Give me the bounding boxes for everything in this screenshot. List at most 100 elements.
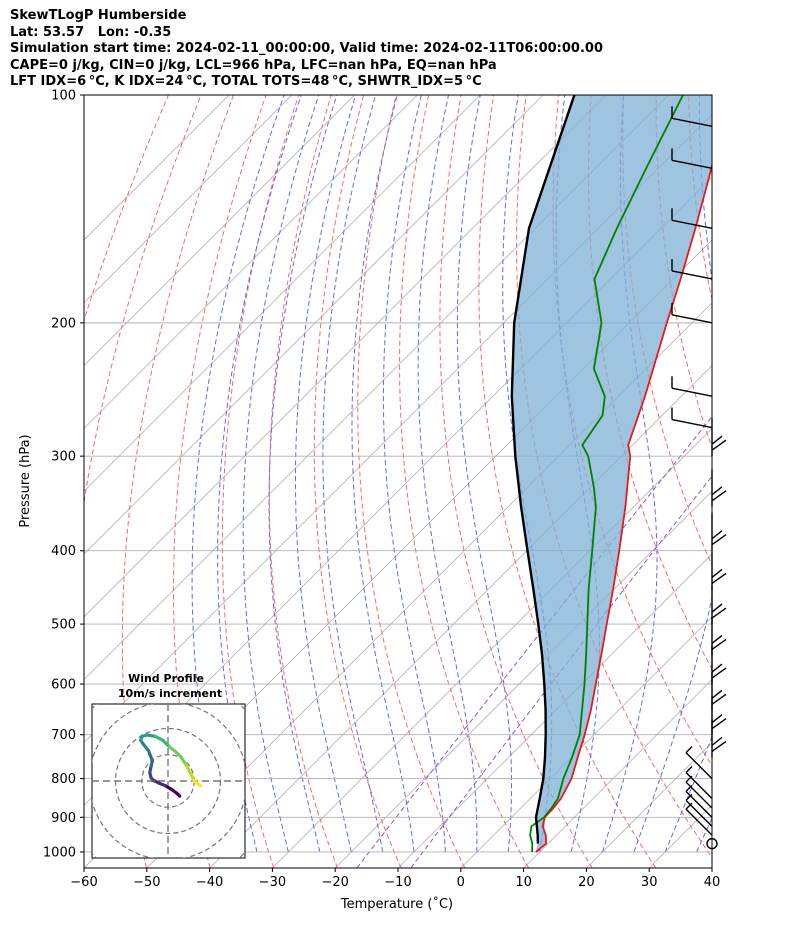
x-tick-label: −50 — [133, 875, 160, 890]
chart-header: SkewTLogP Humberside Lat: 53.57 Lon: -0.… — [10, 8, 780, 91]
isotherm-line — [84, 95, 607, 618]
y-axis-ticks: 100 200 300 400 500 600 700 800 900 1000 — [43, 89, 84, 860]
y-tick-label: 900 — [51, 811, 76, 826]
moist-adiabat-line — [351, 95, 415, 853]
wind-barb — [711, 468, 727, 507]
isotherm-line — [84, 95, 544, 555]
x-tick-label: −10 — [384, 875, 411, 890]
y-tick-label: 600 — [51, 678, 76, 693]
wind-barb — [711, 719, 727, 758]
isotherm-line — [84, 95, 293, 304]
moist-adiabat-line — [268, 95, 338, 853]
moist-adiabat-line — [456, 95, 512, 853]
wind-barb — [711, 586, 727, 625]
moist-adiabat-line — [417, 95, 478, 853]
wind-barb — [671, 208, 713, 229]
mixing-ratio-line — [356, 415, 712, 868]
dry-adiabat-line — [688, 95, 712, 302]
x-tick-label: 40 — [704, 875, 721, 890]
parcel-profile-line — [510, 95, 576, 844]
wind-barb — [711, 551, 727, 590]
chart-title: SkewTLogP Humberside — [10, 8, 187, 23]
wind-barb — [711, 418, 727, 457]
location-line: Lat: 53.57 Lon: -0.35 — [10, 24, 172, 40]
wind-barb — [671, 376, 713, 397]
wind-barb — [685, 746, 713, 780]
cape-shading — [511, 95, 712, 852]
y-tick-label: 300 — [51, 450, 76, 465]
x-tick-label: 10 — [515, 875, 532, 890]
moist-adiabat-line — [728, 95, 794, 852]
wind-barb — [671, 148, 713, 170]
indices-line: LFT IDX=6 °C, K IDX=24 °C, TOTAL TOTS=48… — [10, 74, 482, 89]
wind-barb — [711, 512, 727, 551]
y-tick-label: 200 — [51, 316, 76, 331]
dry-adiabat-line — [357, 95, 466, 868]
x-axis-ticks: −60 −50 −40 −30 −20 −10 0 10 20 30 40 — [70, 868, 720, 890]
moist-adiabat-line — [242, 95, 320, 853]
wind-barb — [671, 302, 713, 324]
y-tick-label: 400 — [51, 544, 76, 559]
cape-line: CAPE=0 j/kg, CIN=0 j/kg, LCL=966 hPa, LF… — [10, 57, 497, 73]
moist-adiabat-line — [382, 95, 446, 853]
x-tick-label: −20 — [321, 875, 348, 890]
x-tick-label: −30 — [259, 875, 286, 890]
y-axis-label: Pressure (hPa) — [18, 434, 33, 527]
moist-adiabat-line — [191, 95, 285, 853]
isotherm-line — [460, 616, 712, 868]
wind-barb — [671, 407, 713, 429]
hodograph-segment — [195, 781, 203, 788]
dry-adiabat-line — [754, 95, 794, 868]
wind-barb — [711, 672, 727, 711]
wind-barb — [711, 617, 727, 656]
dry-adiabat-line — [399, 95, 529, 868]
moist-adiabat-line — [601, 95, 658, 853]
dry-adiabat-line — [439, 95, 593, 868]
hodograph-title: Wind Profile — [128, 672, 204, 685]
dry-adiabat-line — [786, 95, 794, 868]
isotherm-line — [84, 95, 481, 492]
x-tick-label: 20 — [578, 875, 595, 890]
isotherm-line — [397, 553, 712, 868]
x-axis-label: Temperature (˚C) — [340, 896, 453, 912]
hodograph-segment — [146, 748, 154, 763]
dry-adiabat-line — [516, 95, 712, 859]
cape-shaded-area — [511, 95, 712, 852]
isotherm-line — [334, 490, 712, 868]
hodograph-subtitle: 10m/s increment — [118, 687, 222, 700]
y-tick-label: 1000 — [43, 845, 76, 860]
dry-adiabat-line — [221, 95, 300, 868]
dry-adiabat-line — [121, 95, 234, 868]
isotherm-line — [711, 867, 712, 868]
x-tick-label: −60 — [70, 875, 97, 890]
profile-lines — [510, 95, 712, 853]
y-tick-label: 500 — [51, 618, 76, 633]
wind-barb — [685, 766, 713, 800]
isotherm-line — [272, 427, 712, 868]
isotherm-line — [84, 95, 418, 429]
hodograph-inset: Wind Profile 10m/s increment — [91, 672, 246, 859]
y-tick-label: 100 — [51, 89, 76, 104]
moist-adiabat-line — [502, 95, 553, 853]
x-tick-label: −40 — [196, 875, 223, 890]
y-tick-label: 700 — [51, 728, 76, 743]
moist-adiabat-line — [295, 95, 357, 853]
dry-adiabat-line — [173, 95, 267, 868]
dry-adiabat-line — [313, 95, 402, 868]
dewpoint-profile-line — [529, 95, 684, 853]
dry-adiabat-line — [721, 95, 794, 868]
wind-barb — [685, 793, 713, 827]
moist-adiabat-line — [322, 95, 384, 853]
x-tick-label: 30 — [641, 875, 658, 890]
dry-adiabat-line — [268, 95, 338, 868]
isotherm-line — [84, 95, 230, 241]
dry-adiabat-line — [84, 95, 202, 506]
wind-barb — [671, 106, 713, 128]
moist-adiabat-line — [633, 95, 712, 853]
dry-adiabat-line — [622, 95, 712, 567]
isotherm-line — [523, 679, 712, 868]
x-tick-label: 0 — [457, 875, 465, 890]
y-tick-label: 800 — [51, 772, 76, 787]
wind-barb — [671, 258, 713, 280]
